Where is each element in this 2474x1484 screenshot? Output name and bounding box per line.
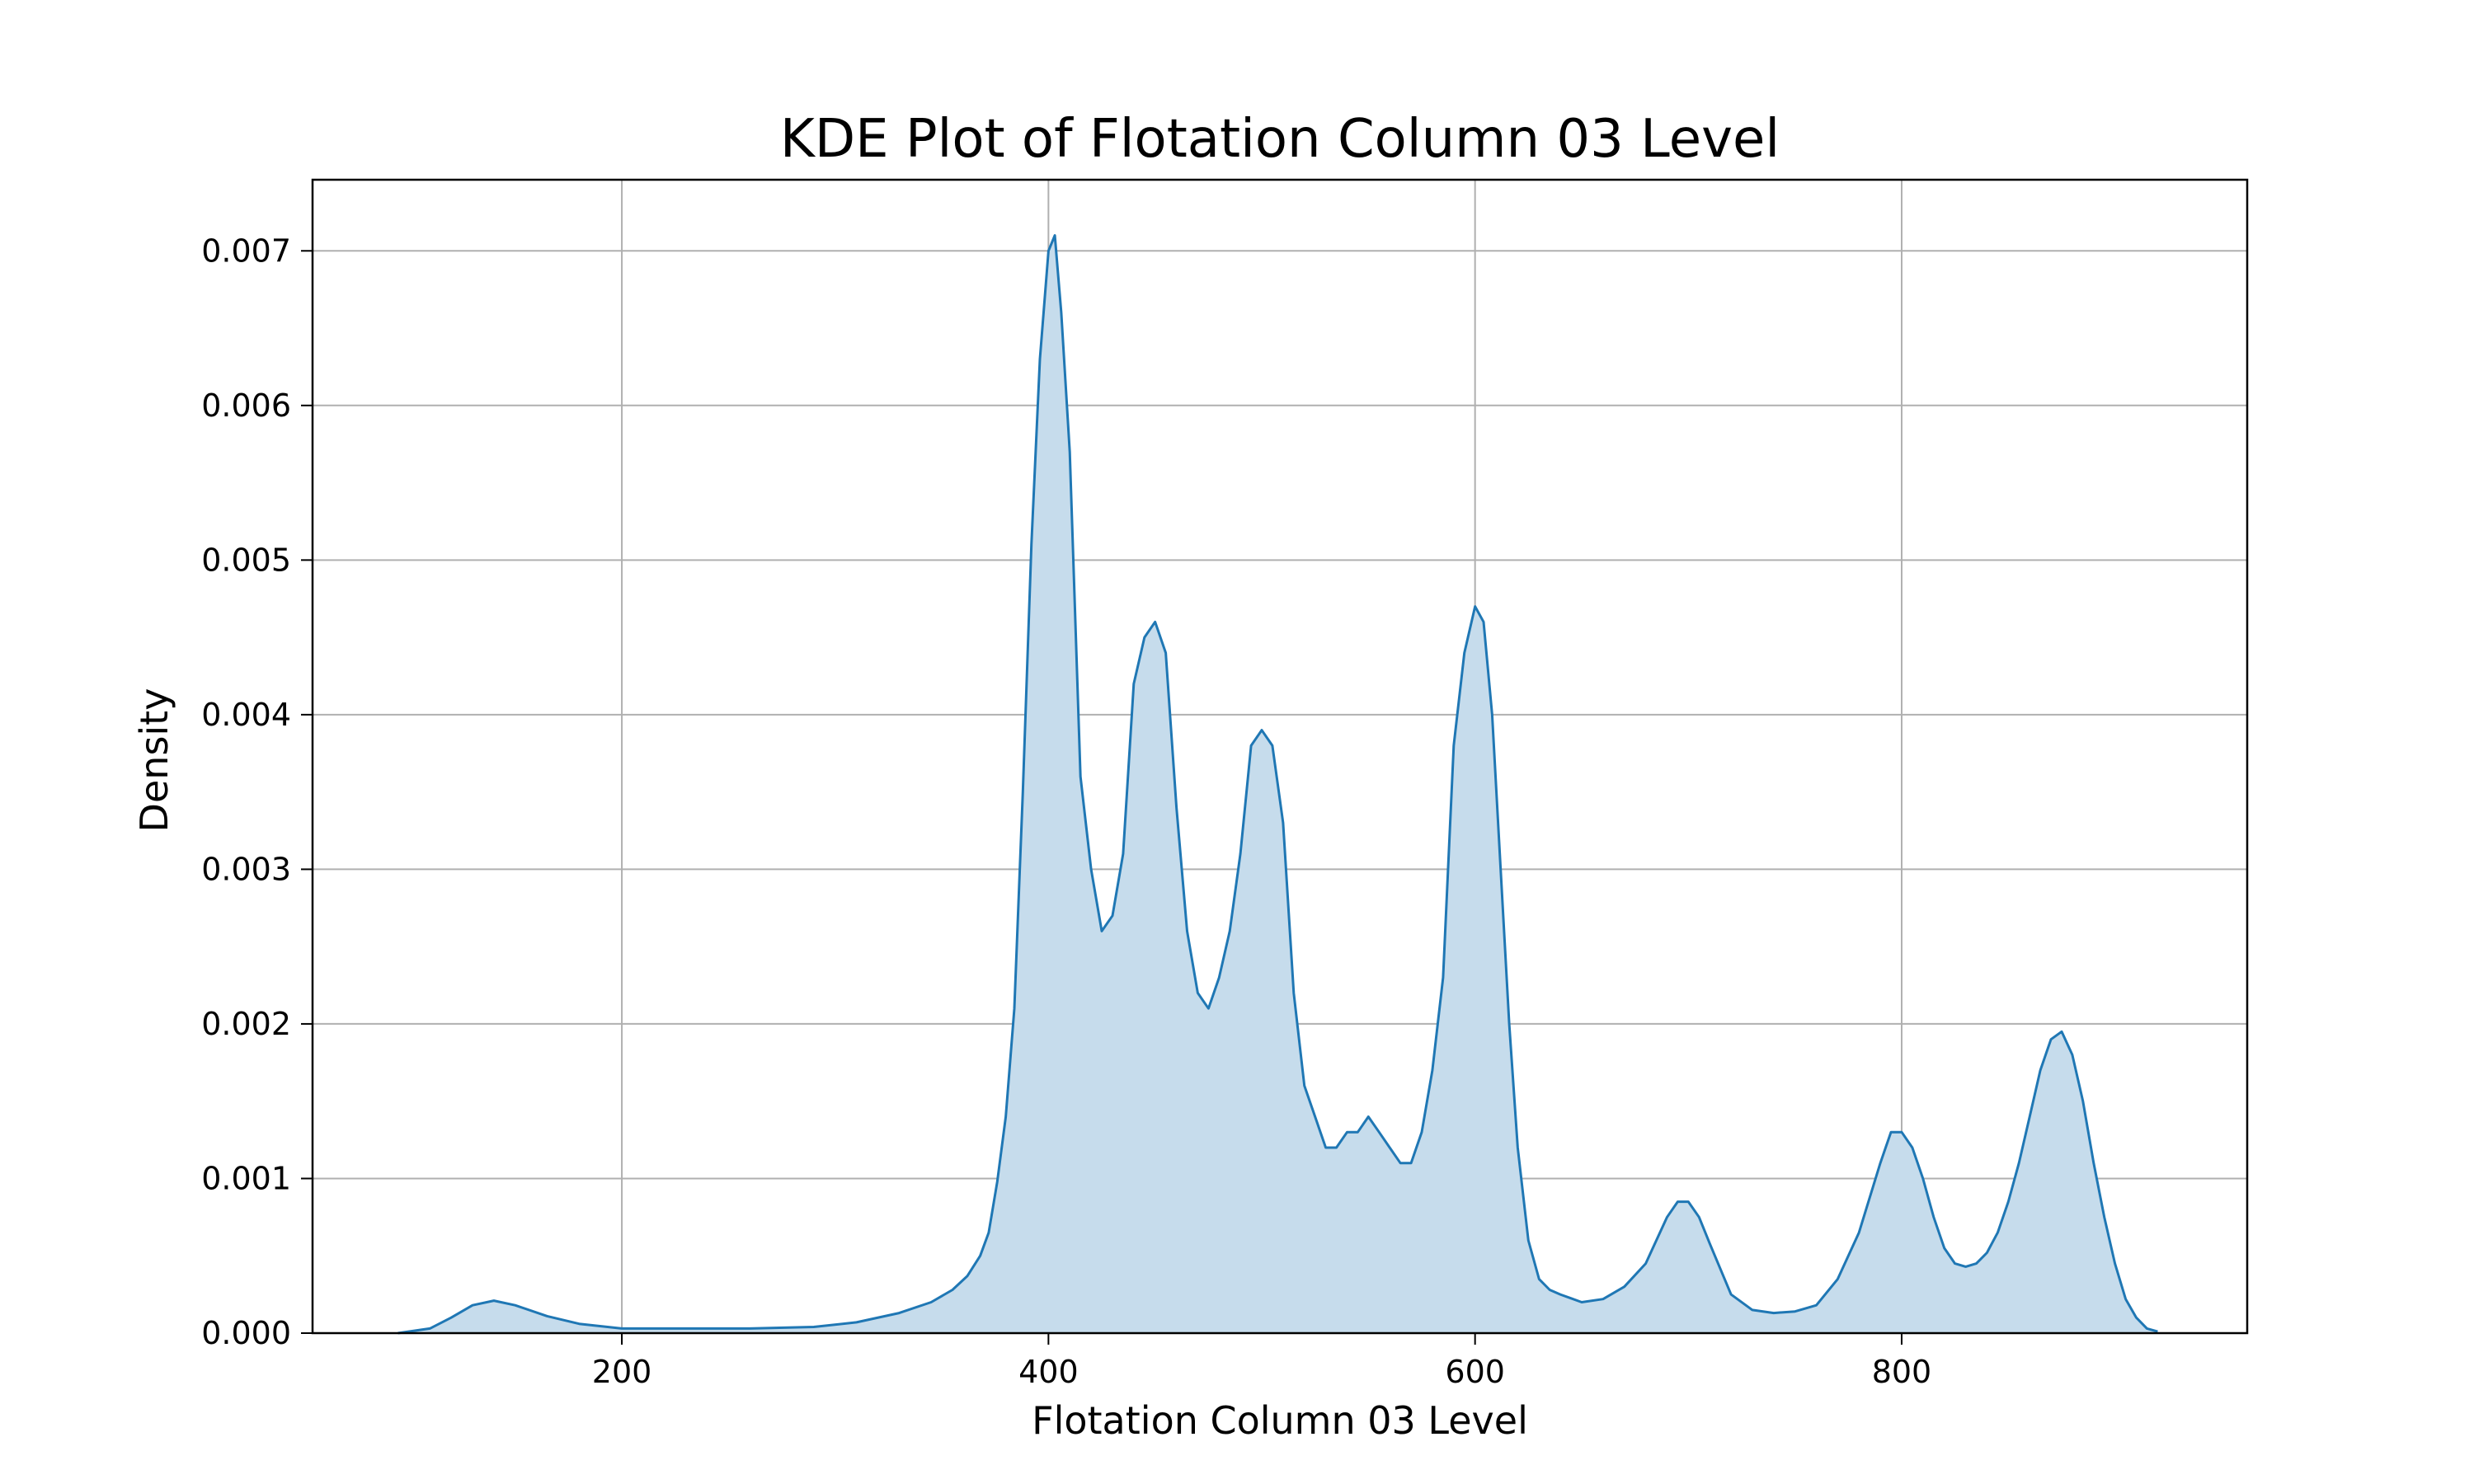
y-tick-label: 0.000 xyxy=(201,1315,291,1351)
y-tick-label: 0.003 xyxy=(201,851,291,887)
y-tick-label: 0.006 xyxy=(201,387,291,424)
y-axis-label: Density xyxy=(132,688,176,833)
x-tick-label: 400 xyxy=(1018,1354,1079,1390)
y-tick-label: 0.002 xyxy=(201,1006,291,1042)
x-tick-label: 200 xyxy=(592,1354,652,1390)
x-tick-label: 800 xyxy=(1872,1354,1932,1390)
x-axis-label: Flotation Column 03 Level xyxy=(1032,1398,1528,1443)
density-line xyxy=(397,234,2158,1335)
x-tick-label: 600 xyxy=(1445,1354,1505,1390)
chart-title: KDE Plot of Flotation Column 03 Level xyxy=(780,109,1780,170)
y-tick-label: 0.001 xyxy=(201,1160,291,1196)
x-axis-ticks: 200 400 600 800 xyxy=(592,1333,1931,1390)
plot-frame xyxy=(311,178,2249,1335)
density-area-layer xyxy=(397,234,2158,1335)
y-tick-label: 0.007 xyxy=(201,232,291,269)
y-tick-label: 0.005 xyxy=(201,542,291,578)
y-tick-label: 0.004 xyxy=(201,697,291,733)
density-fill xyxy=(397,235,2158,1333)
y-axis-ticks: 0.000 0.001 0.002 0.003 0.004 0.005 0.006 0.007 xyxy=(201,232,313,1351)
